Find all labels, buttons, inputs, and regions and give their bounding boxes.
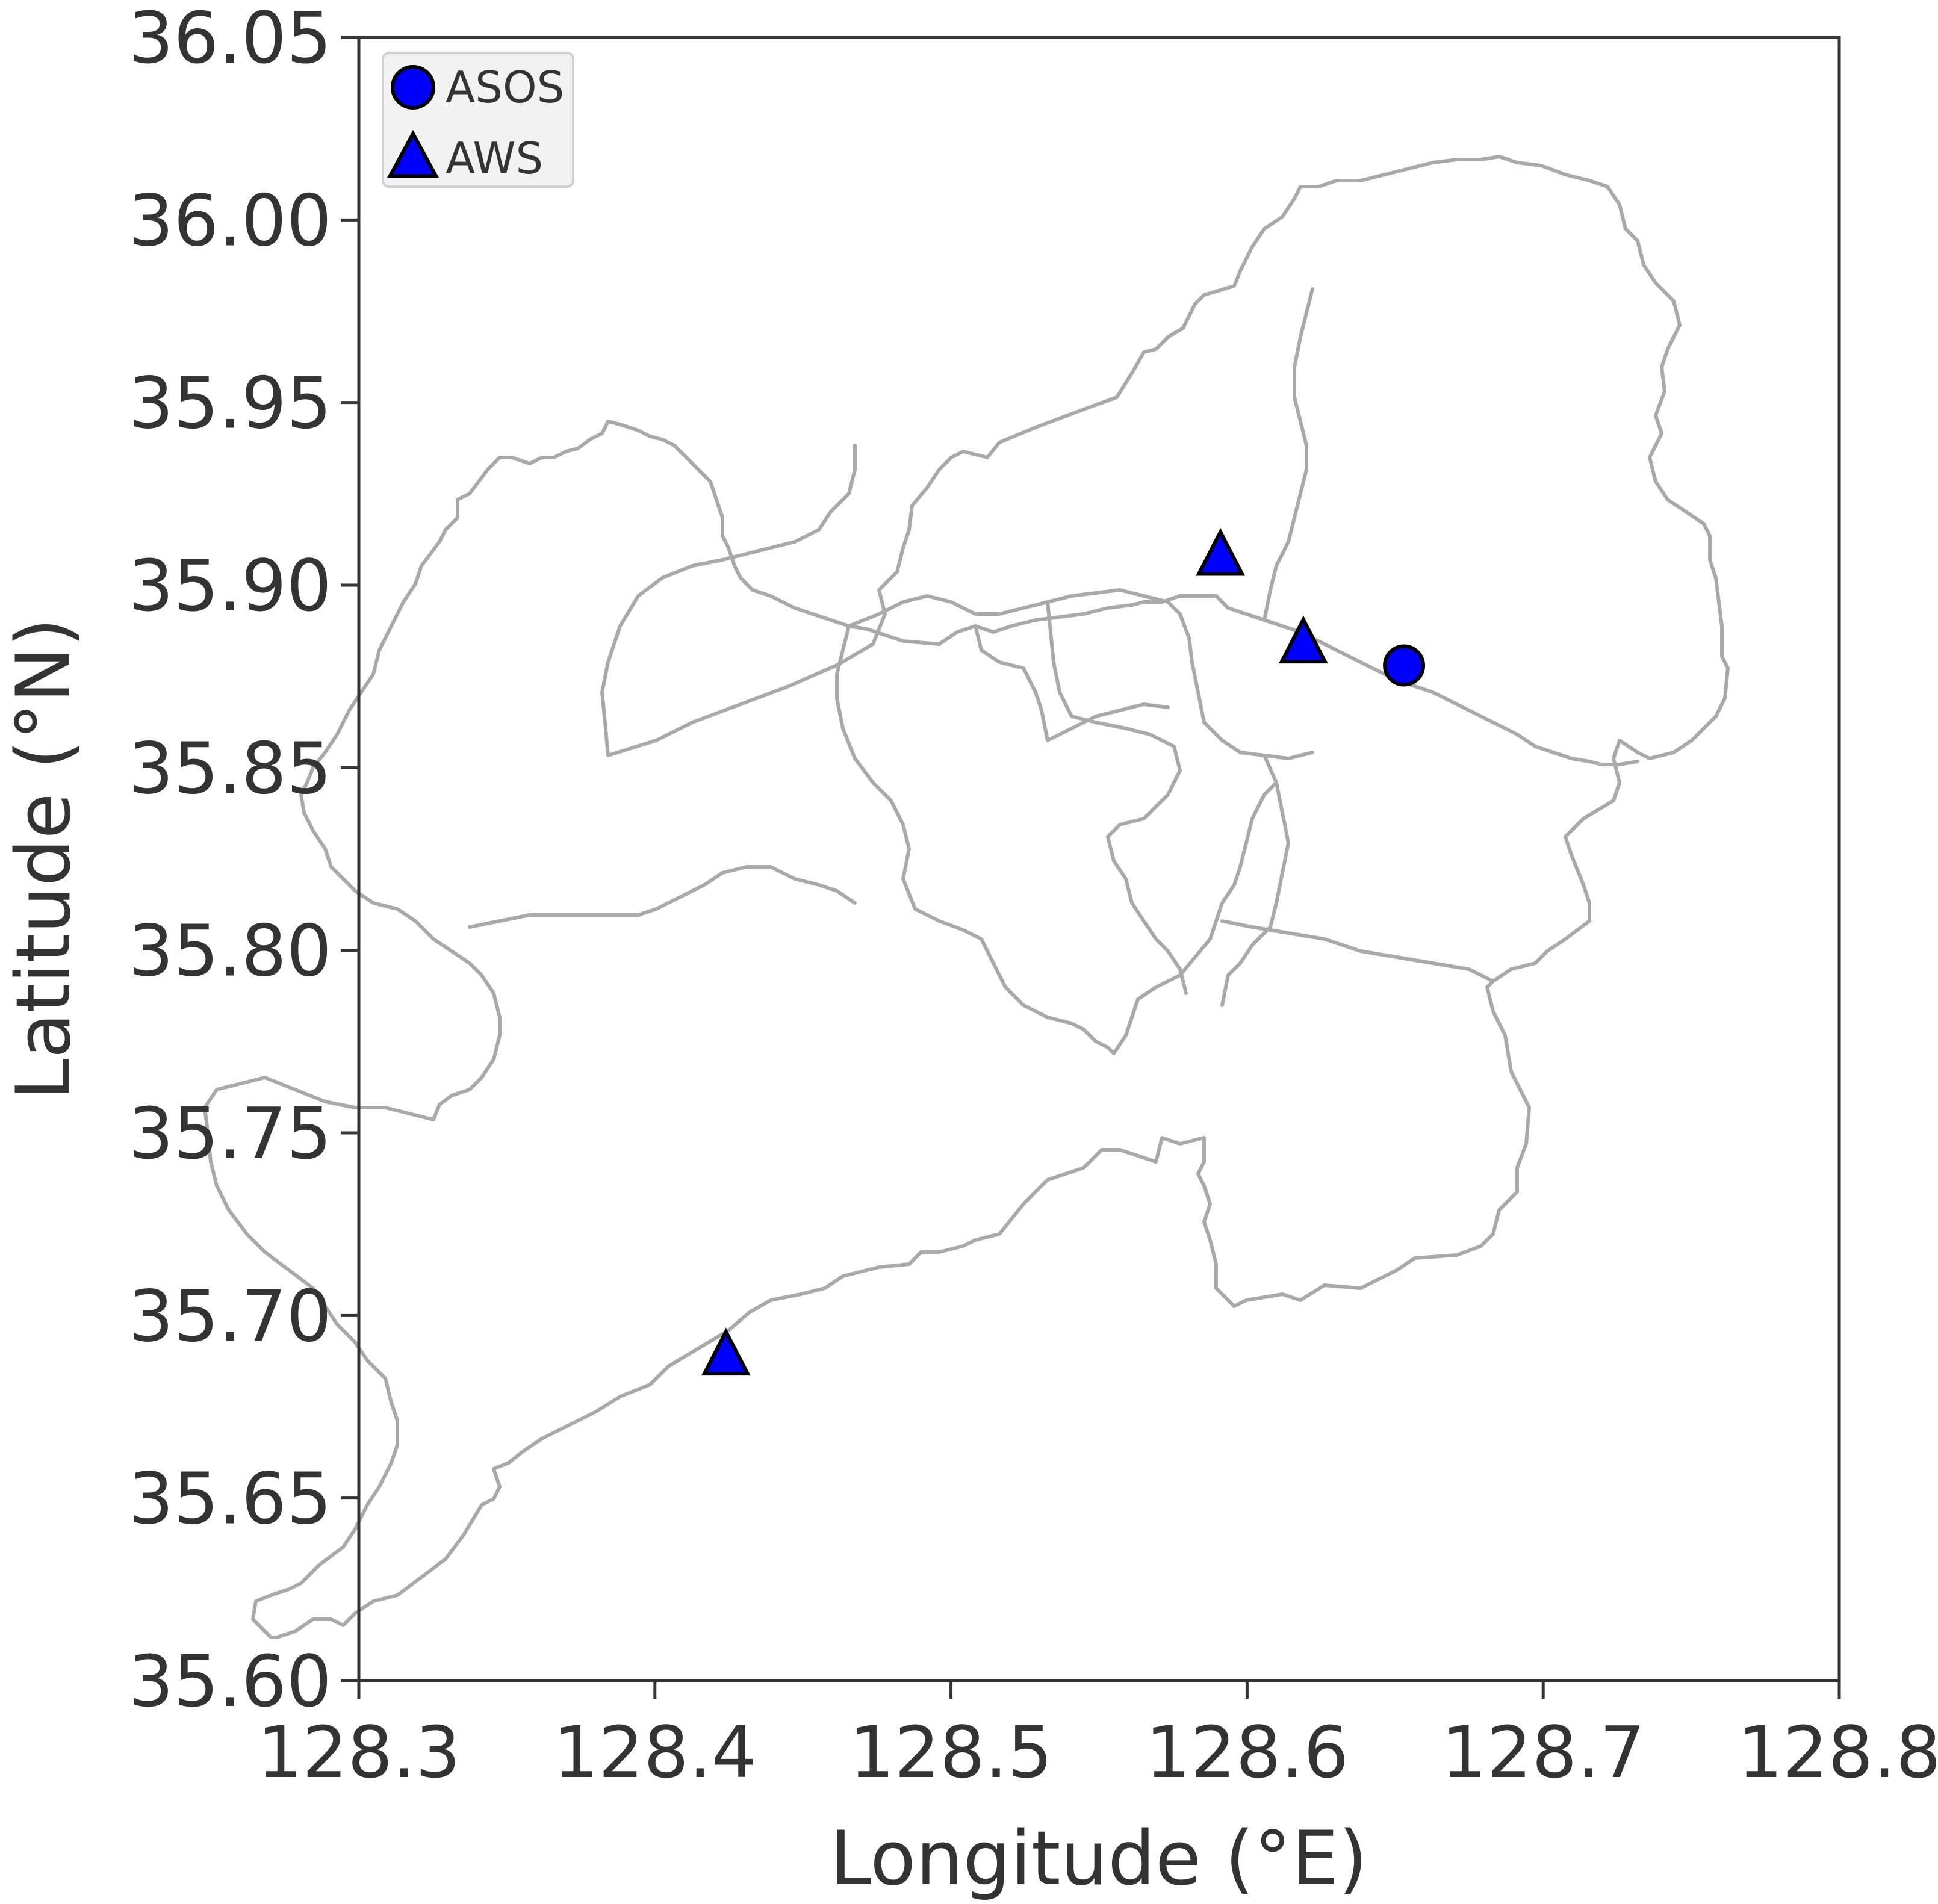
y-tick-label: 36.00 (128, 179, 332, 262)
boundary-central-west (835, 624, 1116, 1055)
boundary-center-north (847, 588, 1314, 760)
boundary-central (1046, 600, 1188, 995)
x-tick-label: 128.8 (1738, 1711, 1938, 1794)
y-tick-label: 35.65 (128, 1457, 332, 1540)
station-markers (701, 527, 1426, 1376)
legend-asos-label: ASOS (446, 62, 564, 113)
boundary-south-center (1112, 781, 1278, 1055)
legend-aws-marker (387, 129, 439, 178)
boundary-west (468, 865, 857, 929)
y-tick-label: 35.60 (128, 1640, 332, 1723)
y-tick-label: 35.70 (128, 1274, 332, 1357)
x-axis-ticks: 128.3 128.4 128.5 128.6 128.7 128.8 (257, 1681, 1938, 1794)
y-axis-label: Latitude (°N) (1, 618, 87, 1100)
boundary-central-south (974, 624, 1170, 742)
y-tick-label: 35.80 (128, 910, 332, 993)
boundary-north-west (600, 444, 857, 757)
x-tick-label: 128.6 (1145, 1711, 1349, 1794)
boundary-north-east (1262, 287, 1314, 622)
x-tick-label: 128.7 (1441, 1711, 1645, 1794)
x-tick-label: 128.3 (257, 1711, 461, 1794)
y-tick-label: 35.75 (128, 1092, 332, 1175)
x-tick-label: 128.5 (849, 1711, 1053, 1794)
aws-station-marker (701, 1327, 751, 1376)
y-tick-label: 35.90 (128, 544, 332, 627)
axes-frame (357, 36, 1841, 1682)
boundary-east-inner (1220, 754, 1290, 1007)
x-tick-label: 128.4 (553, 1711, 757, 1794)
aws-station-marker (1196, 527, 1246, 576)
asos-station-marker (1383, 644, 1426, 687)
legend-asos-marker (391, 65, 435, 110)
boundary-outline (203, 155, 1730, 1639)
y-axis-ticks: 35.60 35.65 35.70 35.75 35.80 35.85 35.90 35.95… (128, 0, 359, 1723)
legend: ASOS AWS (382, 52, 574, 188)
y-tick-label: 35.85 (128, 727, 332, 810)
y-tick-label: 36.05 (128, 0, 332, 79)
district-boundaries (203, 155, 1730, 1639)
legend-aws-label: AWS (446, 133, 543, 184)
aws-station-marker (1278, 615, 1328, 664)
y-tick-label: 35.95 (128, 362, 332, 445)
boundary-south-east (1220, 919, 1495, 983)
x-axis-label: Longitude (°E) (830, 1816, 1367, 1902)
